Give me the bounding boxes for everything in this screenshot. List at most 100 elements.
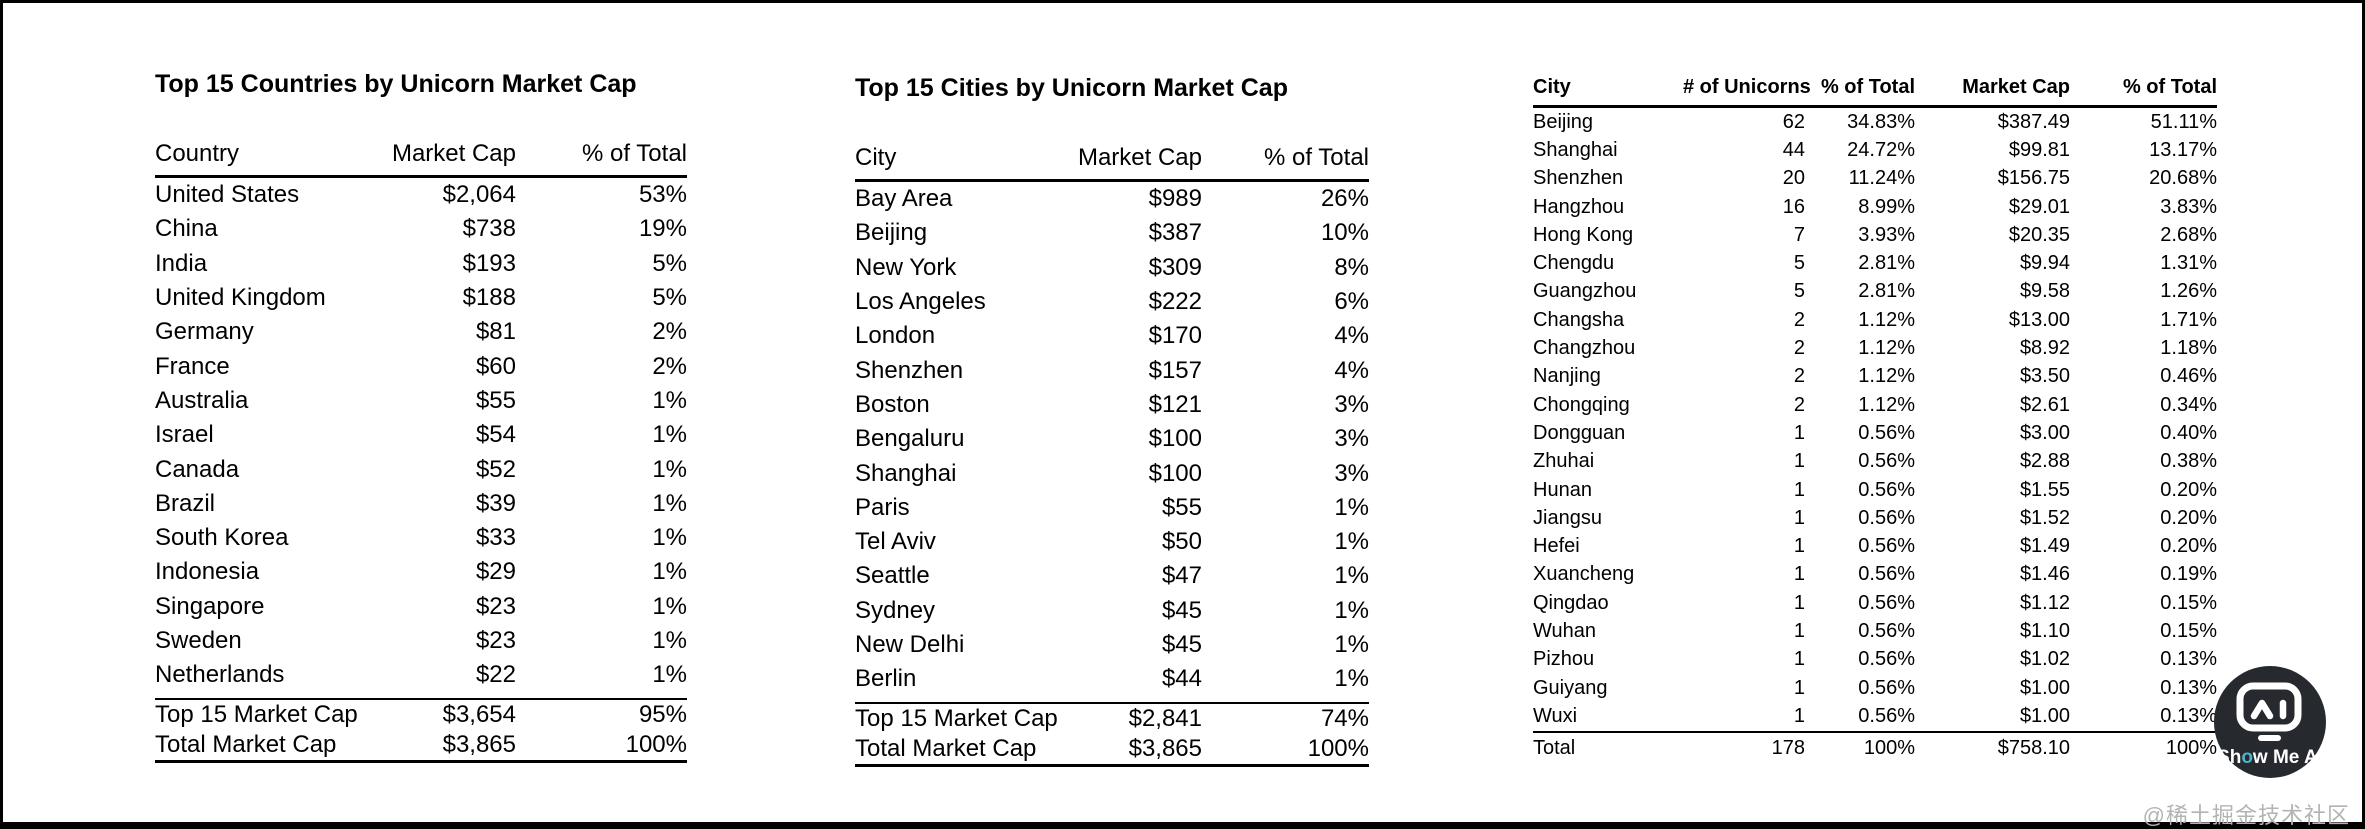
cell: 0.13% bbox=[2160, 676, 2217, 699]
cell: $3.50 bbox=[2019, 365, 2070, 388]
table-cities-body: Bay Area $989 26% Beijing $387 10% New York $30… bbox=[855, 182, 1369, 702]
cell: $9.58 bbox=[2019, 280, 2070, 303]
total-cell: $758.10 bbox=[1997, 737, 2070, 760]
table-row: Brazil $39 1% bbox=[155, 487, 687, 521]
cell: Qingdao bbox=[1533, 591, 1609, 614]
cell: Paris bbox=[855, 493, 910, 521]
cell: 0.56% bbox=[1858, 648, 1915, 671]
cell: 51.11% bbox=[2150, 110, 2217, 133]
total-cell: 100% bbox=[1863, 737, 1915, 760]
table-row: Hong Kong 7 3.93% $20.35 2.68% bbox=[1533, 221, 2217, 249]
cell: 4% bbox=[1334, 356, 1369, 384]
cell: China bbox=[155, 215, 218, 243]
cell: 5% bbox=[652, 249, 687, 277]
table-row: Tel Aviv $50 1% bbox=[855, 525, 1369, 559]
cell: 4% bbox=[1334, 322, 1369, 350]
cell: $1.00 bbox=[2019, 676, 2070, 699]
cell: 11.24% bbox=[1848, 167, 1915, 190]
cell: 1% bbox=[652, 455, 687, 483]
cell: $29.01 bbox=[2008, 195, 2070, 218]
cell: 8.99% bbox=[1858, 195, 1915, 218]
table-row: New Delhi $45 1% bbox=[855, 628, 1369, 662]
table-row: Dongguan 1 0.56% $3.00 0.40% bbox=[1533, 419, 2217, 447]
total-row: Total Market Cap $3,865 100% bbox=[155, 730, 687, 760]
table-row: India $193 5% bbox=[155, 247, 687, 281]
total-cell: $2,841 bbox=[1128, 705, 1202, 733]
cell: Singapore bbox=[155, 592, 265, 620]
table-countries-title: Top 15 Countries by Unicorn Market Cap bbox=[155, 70, 637, 98]
cell: 1% bbox=[1334, 631, 1369, 658]
cell: $45 bbox=[1161, 631, 1202, 658]
cell: $45 bbox=[1161, 596, 1202, 624]
cell: Hunan bbox=[1533, 478, 1592, 501]
cell: 1 bbox=[1793, 421, 1805, 444]
table-cities: Top 15 Cities by Unicorn Market Cap City… bbox=[855, 74, 1369, 768]
table-row: Israel $54 1% bbox=[155, 418, 687, 452]
table-row: Los Angeles $222 6% bbox=[855, 285, 1369, 319]
cell: 6% bbox=[1334, 288, 1369, 316]
cell: Guangzhou bbox=[1533, 280, 1637, 303]
cell: 2.81% bbox=[1858, 280, 1915, 303]
frame-border-right bbox=[2362, 0, 2365, 829]
cell: $3.00 bbox=[2019, 421, 2070, 444]
table-row: United States $2,064 53% bbox=[155, 178, 687, 212]
cell: 3.93% bbox=[1858, 223, 1915, 246]
table-row: London $170 4% bbox=[855, 319, 1369, 353]
cell: $22 bbox=[475, 661, 516, 689]
cell: Sweden bbox=[155, 627, 242, 654]
cell: Berlin bbox=[855, 665, 917, 693]
cell: Beijing bbox=[855, 219, 928, 247]
cell: Dongguan bbox=[1533, 421, 1626, 444]
cell: $1.10 bbox=[2019, 619, 2070, 642]
cell: 0.20% bbox=[2160, 478, 2217, 501]
cell: 1% bbox=[652, 524, 687, 552]
cell: 1% bbox=[1334, 596, 1369, 624]
cell: 3% bbox=[1334, 425, 1369, 453]
cell: $1.52 bbox=[2019, 506, 2070, 529]
cell: 62 bbox=[1782, 110, 1805, 133]
cell: $50 bbox=[1161, 528, 1202, 556]
total-cell: 100% bbox=[1307, 735, 1369, 763]
cell: Hangzhou bbox=[1533, 195, 1625, 218]
cell: Shanghai bbox=[855, 459, 957, 487]
cell: Xuancheng bbox=[1533, 563, 1635, 586]
cell: 0.38% bbox=[2160, 450, 2217, 473]
table-cities-title: Top 15 Cities by Unicorn Market Cap bbox=[855, 74, 1288, 102]
frame-border-left bbox=[0, 0, 3, 829]
cell: 44 bbox=[1782, 138, 1805, 161]
cell: 0.56% bbox=[1858, 506, 1915, 529]
cell: $13.00 bbox=[2008, 308, 2070, 331]
table-row: Hangzhou 16 8.99% $29.01 3.83% bbox=[1533, 193, 2217, 221]
column-header: City bbox=[855, 144, 897, 171]
cell: 1 bbox=[1793, 478, 1805, 501]
column-header: Market Cap bbox=[391, 140, 516, 167]
cell: 1 bbox=[1793, 676, 1805, 699]
cell: $47 bbox=[1161, 562, 1202, 590]
cell: London bbox=[855, 322, 936, 350]
total-cell: 178 bbox=[1771, 737, 1805, 760]
cell: 0.34% bbox=[2160, 393, 2217, 416]
table-row: Xuancheng 1 0.56% $1.46 0.19% bbox=[1533, 561, 2217, 589]
table-row: Paris $55 1% bbox=[855, 491, 1369, 525]
total-cell: $3,654 bbox=[442, 701, 516, 729]
cell: 0.56% bbox=[1858, 450, 1915, 473]
table-row: Bay Area $989 26% bbox=[855, 182, 1369, 216]
table-cities-totals: Top 15 Market Cap $2,841 74% Total Market C… bbox=[855, 702, 1369, 768]
table-row: Sydney $45 1% bbox=[855, 594, 1369, 628]
cell: 0.20% bbox=[2160, 506, 2217, 529]
cell: 1% bbox=[652, 558, 687, 586]
logo-label: Show Me AI bbox=[2217, 747, 2323, 768]
total-cell: Top 15 Market Cap bbox=[855, 705, 1058, 733]
table-row: Chengdu 5 2.81% $9.94 1.31% bbox=[1533, 249, 2217, 277]
total-cell: 100% bbox=[2165, 737, 2217, 760]
cell: Indonesia bbox=[155, 558, 260, 586]
cell: 1.18% bbox=[2160, 337, 2217, 360]
column-header: Market Cap bbox=[1962, 76, 2070, 98]
cell: 24.72% bbox=[1847, 138, 1915, 161]
cell: 0.40% bbox=[2160, 421, 2217, 444]
cell: 5 bbox=[1793, 280, 1805, 303]
cell: Canada bbox=[155, 455, 240, 483]
table-row: Wuxi 1 0.56% $1.00 0.13% bbox=[1533, 702, 2217, 730]
total-cell: Top 15 Market Cap bbox=[155, 701, 358, 729]
total-cell: 95% bbox=[638, 701, 687, 729]
